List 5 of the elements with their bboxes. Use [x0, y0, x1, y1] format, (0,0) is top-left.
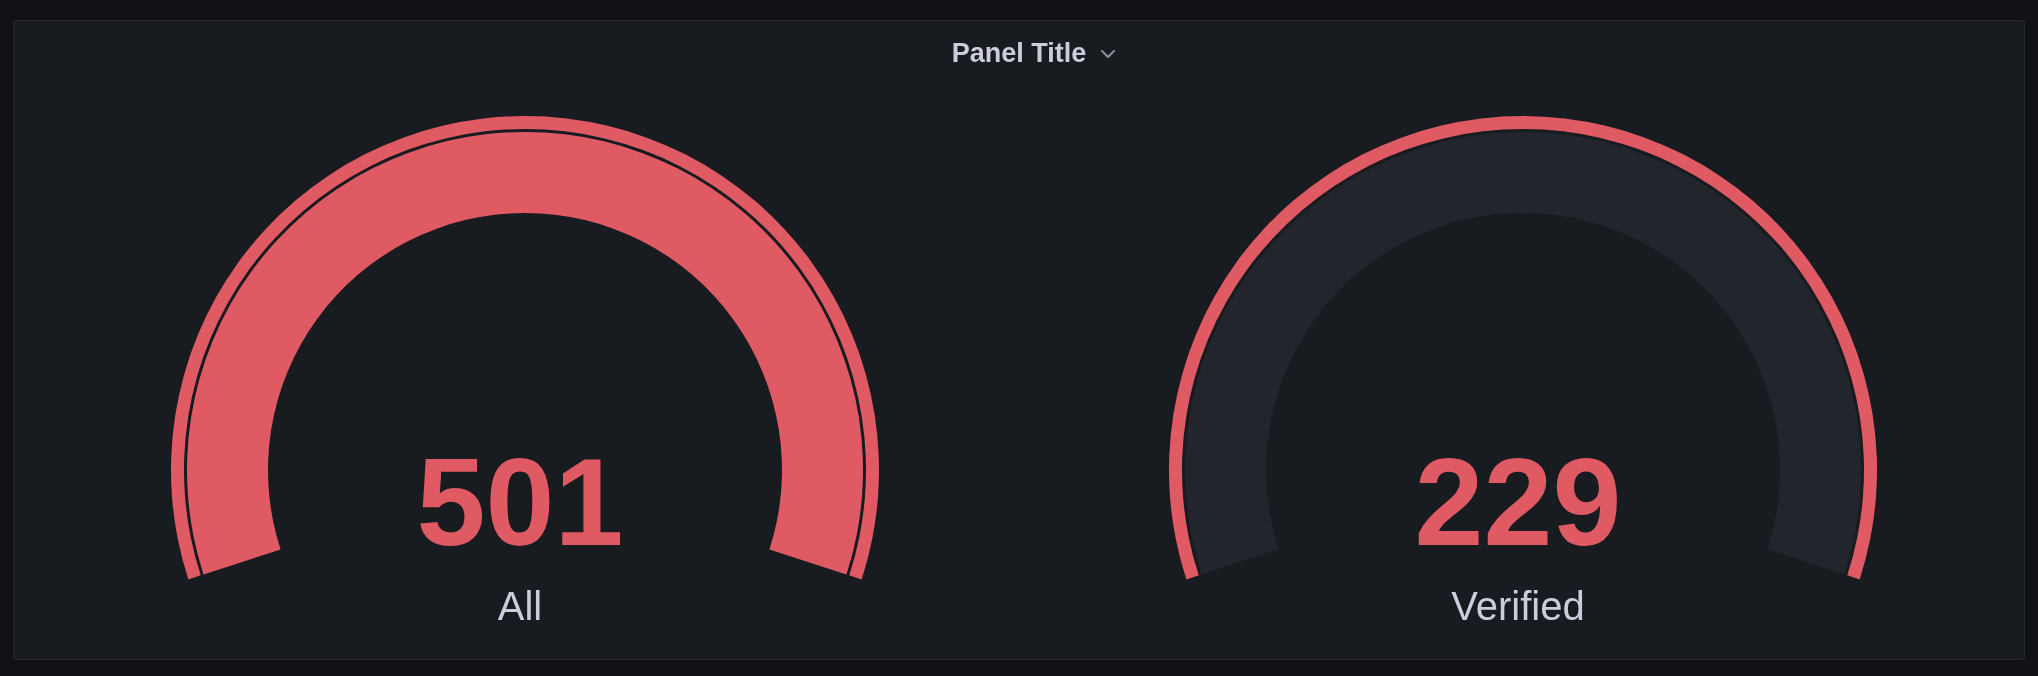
data-label: 501: [415, 433, 625, 571]
category-label: Verified: [1450, 584, 1586, 628]
data-label: 229: [1413, 433, 1623, 571]
text: Panel Title: [951, 38, 1087, 68]
category-label: All: [496, 584, 544, 628]
